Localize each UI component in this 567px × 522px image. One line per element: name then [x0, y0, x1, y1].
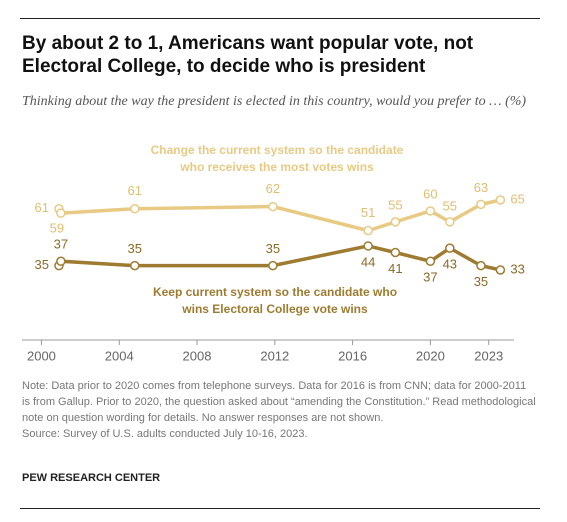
point [476, 199, 486, 210]
point [445, 243, 455, 253]
point [425, 206, 436, 216]
point [495, 265, 506, 275]
point [56, 208, 66, 218]
series-line [57, 244, 501, 272]
bottom-rule [20, 508, 540, 509]
data-label: 61 [128, 183, 142, 198]
point [56, 256, 66, 266]
data-label: 33 [510, 261, 524, 276]
data-label: 35 [266, 241, 280, 256]
data-label: 37 [54, 237, 68, 252]
data-label: 55 [443, 198, 457, 213]
data-label: 65 [510, 191, 524, 206]
data-label: 44 [361, 254, 375, 269]
data-label: 61 [34, 200, 48, 215]
point [390, 247, 401, 258]
data-label: 63 [474, 180, 488, 195]
point [495, 195, 506, 205]
point [390, 217, 401, 227]
data-label: 35 [34, 257, 48, 272]
data-label: 59 [50, 221, 64, 236]
credit: PEW RESEARCH CENTER [22, 472, 161, 484]
top-rule [20, 18, 540, 19]
x-tick-label: 2023 [474, 348, 503, 363]
point [268, 260, 278, 271]
point [445, 217, 455, 227]
x-tick-label: 2016 [338, 348, 367, 363]
point [476, 260, 486, 271]
series-label: Keep current system so the candidate who… [152, 285, 398, 316]
data-label: 41 [388, 261, 402, 276]
notes: Note: Data prior to 2020 comes from tele… [22, 378, 537, 442]
data-label: 62 [266, 181, 280, 196]
point [268, 201, 278, 212]
x-tick-label: 2008 [183, 348, 212, 363]
point [363, 241, 373, 251]
x-tick-label: 2020 [416, 348, 445, 363]
chart-subtitle: Thinking about the way the president is … [22, 94, 527, 109]
source: Source: Survey of U.S. adults conducted … [22, 428, 308, 440]
data-label: 35 [128, 241, 142, 256]
data-label: 43 [443, 257, 457, 272]
point [363, 225, 373, 236]
series-line [57, 198, 501, 233]
point [130, 260, 140, 271]
x-tick-label: 2000 [27, 348, 56, 363]
point [130, 204, 140, 214]
x-tick-label: 2004 [105, 348, 134, 363]
note: Note: Data prior to 2020 comes from tele… [22, 380, 536, 424]
data-label: 35 [474, 274, 488, 289]
series-label: Change the current system so the candida… [150, 143, 404, 174]
x-tick-label: 2012 [260, 348, 289, 363]
data-label: 51 [361, 205, 375, 220]
data-label: 37 [423, 270, 437, 285]
data-label: 60 [423, 186, 437, 201]
point [425, 256, 436, 266]
chart-title: By about 2 to 1, Americans want popular … [22, 33, 474, 77]
data-label: 55 [388, 197, 402, 212]
